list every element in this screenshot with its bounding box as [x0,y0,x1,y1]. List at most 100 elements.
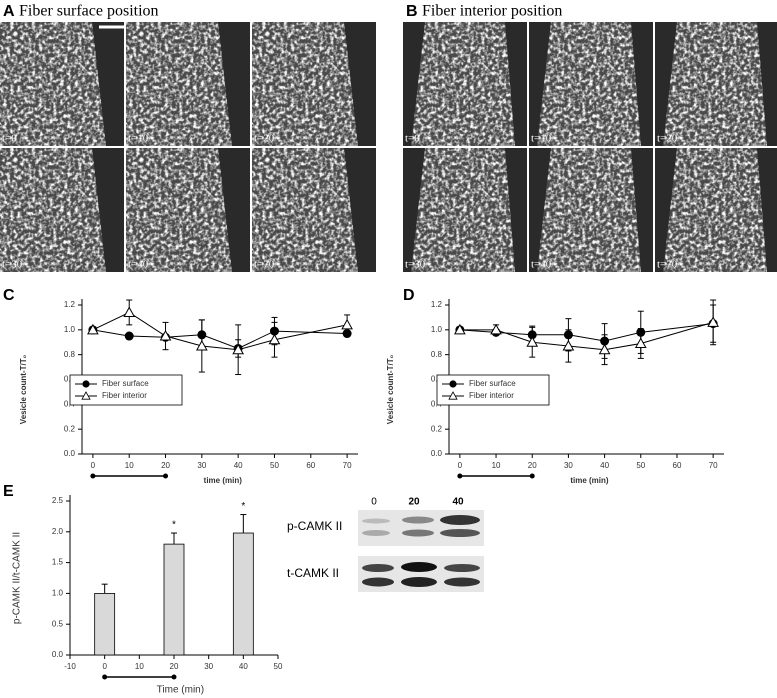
frame-label: t=70 [657,259,678,271]
frame-label: t=30 [405,259,426,271]
legend-label: Fiber interior [469,391,514,400]
y-tick-label: 0.0 [431,449,443,458]
x-tick-label: 70 [709,461,718,470]
stimulus-end [163,473,169,479]
y-axis-label: Vesicle count-T/T₀ [386,354,395,424]
panel-title: Fiber surface position [19,3,159,20]
x-axis-label: Time (min) [157,685,204,696]
panel-label: C [3,287,15,304]
fiber-vesicles [537,22,641,146]
y-tick-label: 0.5 [52,619,64,628]
x-tick-label: 50 [636,461,645,470]
stimulus-end [90,473,96,479]
micrograph: t=0 [0,22,124,146]
blot-lane: 40 [452,497,464,508]
marker [197,330,207,340]
marker [268,333,281,345]
marker [634,337,647,348]
frame-label: t=30 [2,259,23,271]
marker [123,306,136,317]
y-axis-label: p-CAMK II/t-CAMK II [12,532,23,624]
marker [562,339,575,351]
marker [341,318,353,330]
micrograph: t=30 [403,148,527,272]
frame-label: t=20 [657,133,678,145]
frame-label: t=10 [128,133,149,145]
x-tick-label: 0 [91,461,96,470]
panel-title: Fiber interior position [422,3,562,20]
x-tick-label: 30 [564,461,573,470]
frame-label: t=70 [254,259,275,271]
x-tick-label: -10 [64,662,76,671]
micrograph: t=20 [252,22,376,146]
legend-marker [82,380,90,388]
marker [342,329,352,339]
frame-label: t=40 [531,259,552,271]
marker [87,323,99,335]
x-tick-label: 40 [239,662,248,671]
y-tick-label: 1.0 [431,325,443,334]
x-tick-label: 40 [234,461,243,470]
y-tick-label: 0.0 [64,449,76,458]
legend-label: Fiber surface [102,379,149,388]
y-tick-label: 0.2 [431,424,443,433]
legend-label: Fiber interior [102,391,147,400]
frame-label: t=0 [2,133,17,145]
frame-label: t=40 [128,259,149,271]
x-tick-label: 0 [458,461,463,470]
x-tick-label: 40 [600,461,609,470]
legend-box [69,374,183,406]
marker [707,316,719,327]
fiber-vesicles [252,148,358,272]
legend-marker [448,391,458,400]
x-tick-label: 50 [270,461,279,470]
micrograph: t=30 [0,148,124,272]
x-tick-label: 50 [274,662,283,671]
fiber-vesicles [126,148,232,272]
y-tick-label: 1.0 [64,325,76,334]
bar [232,532,254,656]
micrograph: t=10 [126,22,250,146]
x-tick-label: 10 [125,461,134,470]
marker [636,327,646,337]
frame-label: t=20 [254,133,275,145]
y-tick-label: 1.0 [52,589,64,598]
marker [454,323,466,335]
y-tick-label: 0.0 [52,650,64,659]
micrograph: t=70 [252,148,376,272]
micrograph: t=0 [403,22,527,146]
bar [163,543,185,656]
blot-row-label: t-CAMK II [287,566,339,580]
blot-image [358,510,484,592]
marker [490,323,502,335]
x-tick-label: 20 [528,461,537,470]
y-tick-label: 0.8 [431,350,443,359]
y-tick-label: 0.8 [64,350,76,359]
series-line [92,311,348,351]
panel-label: D [403,287,415,304]
x-tick-label: 10 [492,461,501,470]
x-tick-label: 10 [135,662,144,671]
panel-label: A [3,3,15,20]
significance-mark: * [241,501,245,512]
fiber-vesicles [0,22,106,146]
stimulus-end [102,674,108,680]
y-tick-label: 1.2 [64,300,76,309]
x-tick-label: 30 [204,662,213,671]
x-axis-label: time (min) [570,476,609,485]
y-tick-label: 0.2 [64,424,76,433]
blot-lane: 20 [408,497,420,508]
x-tick-label: 20 [170,662,179,671]
marker [124,331,134,341]
blot-row-label: p-CAMK II [287,519,342,533]
stimulus-end [171,674,177,680]
marker [159,330,172,341]
y-tick-label: 2.0 [52,527,64,536]
bar [94,593,116,656]
marker [598,343,611,355]
y-tick-label: 1.5 [52,558,64,567]
y-tick-label: 1.2 [431,300,443,309]
x-axis-label: time (min) [204,476,243,485]
micrograph: t=10 [529,22,653,146]
